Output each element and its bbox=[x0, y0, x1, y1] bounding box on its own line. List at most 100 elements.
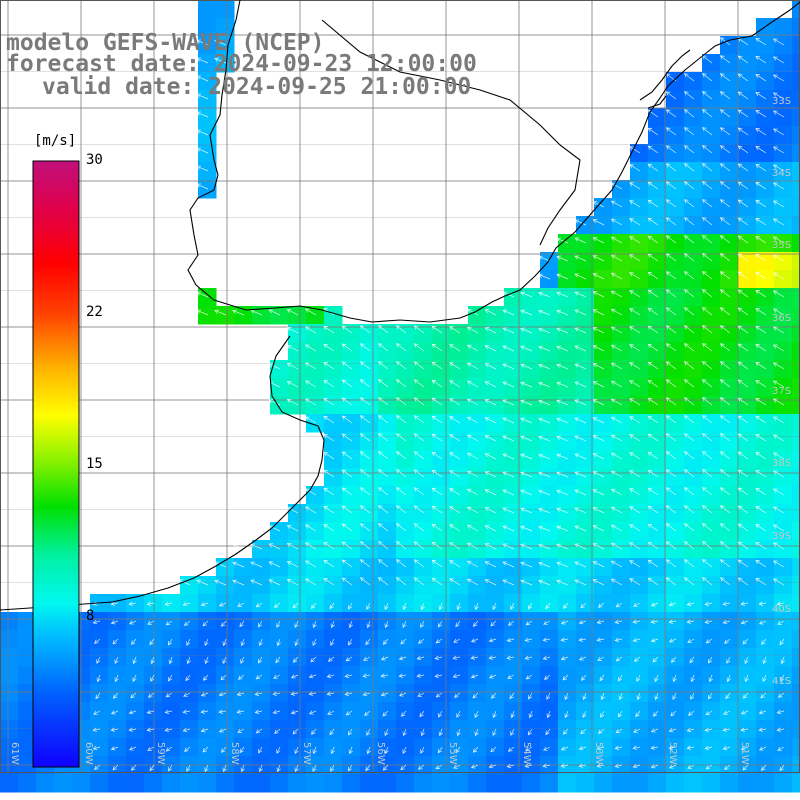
field-cell bbox=[594, 234, 613, 253]
wind-arrow bbox=[671, 656, 677, 663]
wind-arrow bbox=[527, 602, 533, 610]
wind-arrow bbox=[200, 602, 209, 607]
field-cell bbox=[792, 684, 800, 703]
field-cell bbox=[684, 468, 703, 487]
wind-arrow bbox=[524, 763, 533, 768]
wind-arrow bbox=[382, 710, 389, 717]
field-cell bbox=[576, 288, 595, 307]
wind-arrow bbox=[525, 674, 533, 680]
wind-arrow bbox=[719, 289, 731, 298]
field-cell bbox=[522, 684, 541, 703]
field-cell bbox=[594, 288, 613, 307]
field-cell bbox=[450, 594, 469, 613]
wind-arrow bbox=[719, 217, 731, 226]
field-cell bbox=[648, 774, 667, 793]
field-cell bbox=[378, 720, 397, 739]
field-cell bbox=[162, 648, 181, 667]
wind-arrow bbox=[755, 416, 767, 424]
field-cell bbox=[378, 432, 397, 451]
wind-arrow bbox=[683, 541, 695, 550]
wind-arrow bbox=[592, 543, 605, 550]
field-cell bbox=[792, 666, 800, 685]
field-cell bbox=[504, 576, 523, 595]
wind-arrow bbox=[758, 746, 767, 751]
wind-arrow bbox=[690, 674, 695, 683]
wind-arrow bbox=[665, 127, 677, 136]
field-cell bbox=[756, 576, 775, 595]
field-cell bbox=[792, 108, 800, 127]
wind-arrow bbox=[592, 273, 605, 280]
wind-arrow bbox=[683, 253, 695, 262]
wind-arrow bbox=[647, 559, 659, 568]
wind-arrow bbox=[237, 728, 245, 733]
field-cell bbox=[738, 36, 757, 55]
field-cell bbox=[486, 432, 505, 451]
field-cell bbox=[684, 342, 703, 361]
wind-arrow bbox=[255, 728, 263, 734]
wind-arrow bbox=[755, 74, 767, 82]
field-cell bbox=[360, 432, 379, 451]
wind-arrow bbox=[466, 308, 479, 316]
field-cell bbox=[540, 468, 559, 487]
field-cell bbox=[774, 36, 793, 55]
field-cell bbox=[792, 738, 800, 757]
wind-arrow bbox=[719, 145, 731, 154]
field-cell bbox=[774, 378, 793, 397]
field-cell bbox=[342, 468, 361, 487]
field-cell bbox=[306, 576, 325, 595]
field-cell bbox=[288, 360, 307, 379]
field-cell bbox=[630, 540, 649, 559]
longitude-label: 52W bbox=[667, 742, 678, 765]
field-cell bbox=[126, 630, 145, 649]
field-cell bbox=[522, 522, 541, 541]
field-cell bbox=[342, 774, 361, 793]
field-cell bbox=[576, 252, 595, 271]
wind-arrow bbox=[722, 745, 731, 751]
field-cell bbox=[612, 360, 631, 379]
field-cell bbox=[738, 378, 757, 397]
field-cell bbox=[288, 720, 307, 739]
wind-arrow bbox=[762, 674, 767, 683]
field-cell bbox=[522, 450, 541, 469]
field-cell bbox=[684, 234, 703, 253]
field-cell bbox=[666, 126, 685, 145]
wind-arrow bbox=[502, 309, 515, 316]
wind-arrow bbox=[777, 692, 785, 698]
field-cell bbox=[702, 126, 721, 145]
wind-arrow bbox=[592, 507, 605, 514]
wind-arrow bbox=[614, 619, 623, 624]
wind-arrow bbox=[708, 674, 713, 683]
wind-arrow bbox=[582, 710, 587, 719]
field-cell bbox=[720, 252, 739, 271]
wind-arrow bbox=[610, 380, 623, 388]
wind-arrow bbox=[574, 291, 587, 298]
field-cell bbox=[720, 396, 739, 415]
field-cell bbox=[306, 558, 325, 577]
wind-arrow bbox=[128, 746, 137, 751]
wind-arrow bbox=[574, 399, 587, 406]
wind-arrow bbox=[737, 361, 749, 370]
wind-arrow bbox=[110, 746, 119, 751]
wind-arrow bbox=[413, 505, 425, 514]
field-cell bbox=[648, 252, 667, 271]
wind-arrow bbox=[610, 308, 623, 316]
wind-arrow bbox=[773, 416, 785, 424]
field-cell bbox=[720, 648, 739, 667]
wind-arrow bbox=[359, 487, 371, 496]
wind-arrow bbox=[562, 728, 569, 735]
wind-arrow bbox=[520, 435, 533, 442]
field-cell bbox=[522, 432, 541, 451]
wind-arrow bbox=[737, 433, 749, 442]
field-cell bbox=[576, 486, 595, 505]
field-cell bbox=[774, 630, 793, 649]
field-cell bbox=[684, 450, 703, 469]
wind-arrow bbox=[449, 488, 461, 496]
wind-arrow bbox=[773, 92, 785, 100]
field-cell bbox=[648, 414, 667, 433]
wind-arrow bbox=[395, 325, 407, 334]
field-cell bbox=[720, 774, 739, 793]
wind-arrow bbox=[665, 307, 677, 316]
field-cell bbox=[558, 774, 577, 793]
field-cell bbox=[666, 648, 685, 667]
wind-arrow bbox=[592, 219, 605, 226]
